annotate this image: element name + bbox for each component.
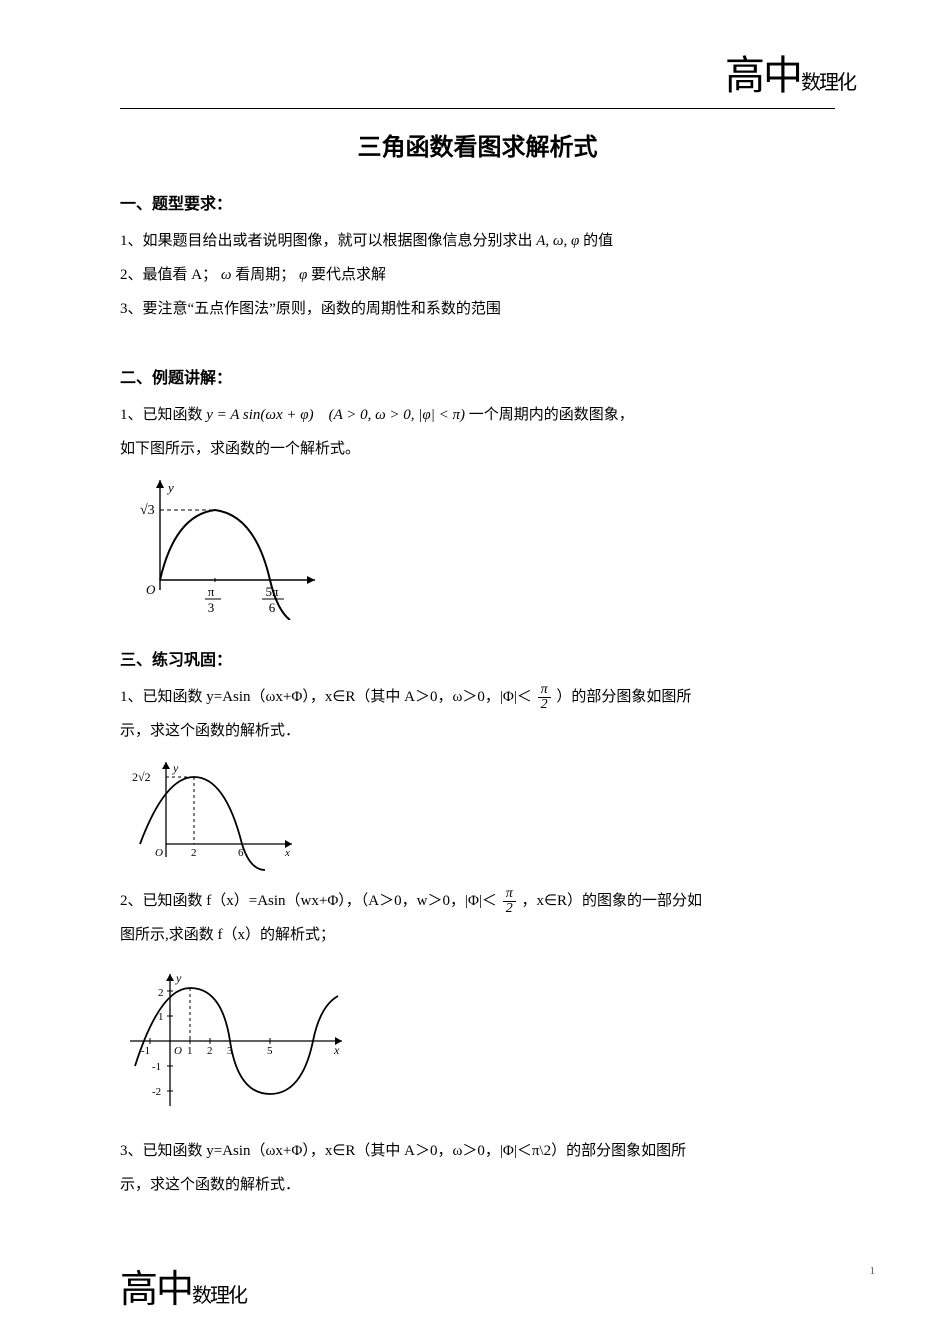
gp1-ymax: 2√2 <box>132 770 151 784</box>
s3-q2-line1: 2、已知函数 f（x）=Asin（wx+Φ），（A＞0，w＞0，|Φ|＜ π 2… <box>120 886 835 916</box>
logo-bot-big: 高中 <box>120 1269 192 1311</box>
s3-q2-a: 2、已知函数 f（x）=Asin（wx+Φ），（A＞0，w＞0，|Φ|＜ <box>120 893 497 909</box>
gp1-x1: 2 <box>191 847 197 859</box>
example-graph-1: y √3 O π 3 5π 6 <box>120 470 835 620</box>
gp1-y: y <box>172 761 179 775</box>
graph-svg-p2: y x 2 1 -1 -2 -1 O 1 2 3 5 <box>120 966 350 1116</box>
page-title: 三角函数看图求解析式 <box>120 127 835 162</box>
s3-q1-frac: π 2 <box>538 683 551 712</box>
section-1-heading: 一、题型要求： <box>120 190 835 214</box>
gp2-xn1: -1 <box>141 1045 150 1057</box>
gp2-x: x <box>333 1043 340 1057</box>
practice-graph-2: y x 2 1 -1 -2 -1 O 1 2 3 5 <box>120 966 835 1116</box>
g1-sqrt3: √3 <box>140 503 155 518</box>
s1-i1-math: A, ω, φ <box>536 233 579 249</box>
logo-bottom: 高中数理化 <box>120 1271 246 1309</box>
s3-q3-line2: 示，求这个函数的解析式． <box>120 1170 835 1200</box>
g1-x1-num: π <box>208 584 215 599</box>
s3-q1-b: ）的部分图象如图所 <box>556 689 691 705</box>
s2-q1-b: 一个周期内的函数图象， <box>469 407 634 423</box>
g1-x2-num: 5π <box>265 584 279 599</box>
gp2-y1: 1 <box>158 1011 164 1023</box>
frac-num: π <box>538 683 551 698</box>
gp1-x2: 6 <box>238 847 244 859</box>
s3-q2-line2: 图所示,求函数 f（x）的解析式； <box>120 920 835 950</box>
g1-x1-den: 3 <box>208 600 215 615</box>
s3-q1-a: 1、已知函数 y=Asin（ωx+Φ），x∈R（其中 A＞0，ω＞0，|Φ|＜ <box>120 689 532 705</box>
page: 高中数理化 三角函数看图求解析式 一、题型要求： 1、如果题目给出或者说明图像，… <box>0 0 945 1337</box>
s1-i1-pre: 1、如果题目给出或者说明图像，就可以根据图像信息分别求出 <box>120 233 536 249</box>
s1-i2-phi: φ <box>299 267 307 283</box>
graph-svg-p1: 2√2 y O 2 6 x <box>120 752 300 872</box>
section-3-heading: 三、练习巩固： <box>120 646 835 670</box>
s1-i2-pre: 2、最值看 A； <box>120 267 217 283</box>
gp2-x5: 5 <box>267 1045 273 1057</box>
s1-i2-post: 要代点求解 <box>311 267 386 283</box>
logo-small: 数理化 <box>801 72 855 94</box>
gp2-o: O <box>174 1045 182 1057</box>
graph-svg-1: y √3 O π 3 5π 6 <box>120 470 320 620</box>
s3-q1-line2: 示，求这个函数的解析式． <box>120 716 835 746</box>
s2-q1-math: y = A sin(ωx + φ) (A > 0, ω > 0, |φ| < π… <box>206 407 465 423</box>
g1-y-label: y <box>166 480 174 495</box>
s1-i2-mid: 看周期； <box>235 267 295 283</box>
top-rule <box>120 108 835 109</box>
logo-bot-small: 数理化 <box>192 1285 246 1307</box>
frac-den-2: 2 <box>503 902 516 916</box>
s2-q1-line1: 1、已知函数 y = A sin(ωx + φ) (A > 0, ω > 0, … <box>120 400 835 430</box>
s1-i1-post: 的值 <box>583 233 613 249</box>
g1-x2-den: 6 <box>269 600 276 615</box>
page-number: 1 <box>870 1265 876 1277</box>
gp2-yn1: -1 <box>152 1061 161 1073</box>
s3-q1-line1: 1、已知函数 y=Asin（ωx+Φ），x∈R（其中 A＞0，ω＞0，|Φ|＜ … <box>120 682 835 712</box>
g1-o: O <box>146 582 156 597</box>
gp2-yn2: -2 <box>152 1086 161 1098</box>
gp1-xax: x <box>284 847 290 859</box>
s1-item-1: 1、如果题目给出或者说明图像，就可以根据图像信息分别求出 A, ω, φ 的值 <box>120 226 835 256</box>
s3-q2-b: ，x∈R）的图象的一部分如 <box>521 893 702 909</box>
s3-q3-line1: 3、已知函数 y=Asin（ωx+Φ），x∈R（其中 A＞0，ω＞0，|Φ|＜π… <box>120 1136 835 1166</box>
gp2-x1: 1 <box>187 1045 193 1057</box>
frac-den: 2 <box>538 698 551 712</box>
practice-graph-1: 2√2 y O 2 6 x <box>120 752 835 872</box>
s1-item-2: 2、最值看 A； ω 看周期； φ 要代点求解 <box>120 260 835 290</box>
section-2-heading: 二、例题讲解： <box>120 364 835 388</box>
s1-item-3: 3、要注意“五点作图法”原则，函数的周期性和系数的范围 <box>120 294 835 324</box>
gp1-o: O <box>155 847 163 859</box>
gp2-x2: 2 <box>207 1045 213 1057</box>
gp2-y2: 2 <box>158 987 164 999</box>
s2-q1-a: 1、已知函数 <box>120 407 206 423</box>
s3-q2-frac: π 2 <box>503 887 516 916</box>
gp2-x3: 3 <box>227 1045 233 1057</box>
s1-i2-w: ω <box>221 267 232 283</box>
gp2-y: y <box>175 971 182 985</box>
s2-q1-line2: 如下图所示，求函数的一个解析式。 <box>120 434 835 464</box>
logo-big: 高中 <box>725 53 801 98</box>
logo-top: 高中数理化 <box>725 56 855 96</box>
frac-num-2: π <box>503 887 516 902</box>
